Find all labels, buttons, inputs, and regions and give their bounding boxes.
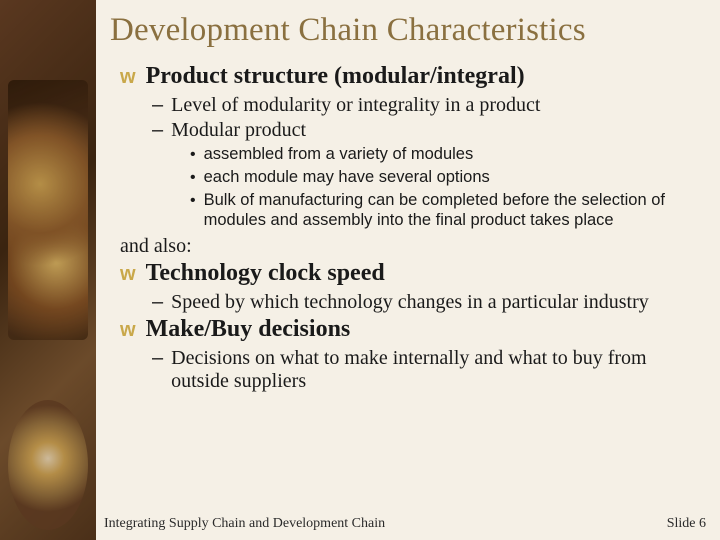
main-bullet-2: w Technology clock speed <box>120 260 698 287</box>
slide-title: Development Chain Characteristics <box>110 12 698 49</box>
dot-icon: • <box>190 168 196 189</box>
sub-bullet: – Speed by which technology changes in a… <box>152 291 698 314</box>
main-text: Technology clock speed <box>146 260 385 287</box>
dot-icon: • <box>190 191 196 212</box>
decorative-sidebar <box>0 0 96 540</box>
dot-text: each module may have several options <box>204 167 490 188</box>
sub-bullet: – Level of modularity or integrality in … <box>152 94 698 117</box>
main-text: Product structure (modular/integral) <box>146 63 525 90</box>
dot-bullet: • Bulk of manufacturing can be completed… <box>190 190 698 231</box>
slide-footer: Integrating Supply Chain and Development… <box>104 516 706 532</box>
sub-text: Modular product <box>171 119 306 142</box>
and-also-text: and also: <box>120 235 698 258</box>
sub-text: Level of modularity or integrality in a … <box>171 94 540 117</box>
dot-text: Bulk of manufacturing can be completed b… <box>204 190 698 231</box>
sub-text: Decisions on what to make internally and… <box>171 347 698 393</box>
main-bullet-3: w Make/Buy decisions <box>120 316 698 343</box>
dash-icon: – <box>152 291 163 314</box>
footer-left: Integrating Supply Chain and Development… <box>104 516 385 532</box>
bullet-icon: w <box>120 320 136 340</box>
dash-icon: – <box>152 119 163 142</box>
footer-right: Slide 6 <box>667 516 706 532</box>
sub-text: Speed by which technology changes in a p… <box>171 291 649 314</box>
dash-icon: – <box>152 347 163 370</box>
sub-bullet: – Modular product <box>152 119 698 142</box>
dot-text: assembled from a variety of modules <box>204 144 474 165</box>
slide-content: Development Chain Characteristics w Prod… <box>96 0 720 540</box>
dot-bullet: • each module may have several options <box>190 167 698 189</box>
bullet-icon: w <box>120 264 136 284</box>
dot-bullet: • assembled from a variety of modules <box>190 144 698 166</box>
main-text: Make/Buy decisions <box>146 316 351 343</box>
main-bullet-1: w Product structure (modular/integral) <box>120 63 698 90</box>
dot-icon: • <box>190 145 196 166</box>
bullet-icon: w <box>120 67 136 87</box>
dash-icon: – <box>152 94 163 117</box>
sub-bullet: – Decisions on what to make internally a… <box>152 347 698 393</box>
